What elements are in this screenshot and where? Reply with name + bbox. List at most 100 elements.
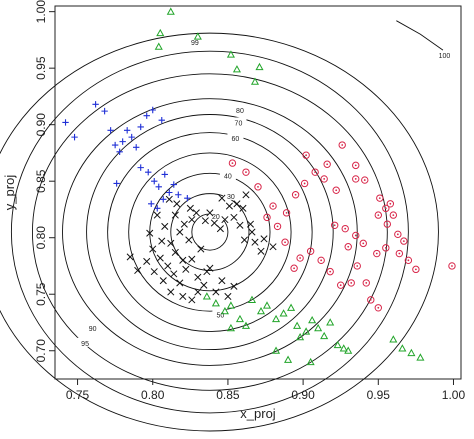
- point-triangle: [250, 77, 260, 85]
- point-plus: [154, 205, 161, 212]
- point-circle: [374, 211, 382, 219]
- point-cross: [158, 237, 166, 245]
- point-circle: [281, 238, 289, 246]
- series-cross: [126, 191, 277, 304]
- point-circle-dot: [347, 245, 350, 248]
- point-cross: [200, 281, 208, 289]
- point-circle: [302, 151, 310, 159]
- point-circle-dot: [377, 214, 380, 217]
- point-plus: [184, 194, 191, 202]
- point-cross: [233, 200, 241, 208]
- point-cross: [185, 236, 193, 244]
- point-circle-dot: [354, 178, 357, 180]
- point-cross: [149, 245, 157, 253]
- point-circle: [337, 281, 345, 289]
- point-cross: [218, 194, 226, 202]
- point-plus: [123, 127, 131, 134]
- point-plus: [113, 180, 120, 187]
- contour-label: 20: [212, 214, 220, 221]
- point-cross: [240, 236, 249, 244]
- contour-label: 40: [224, 174, 232, 181]
- point-triangle: [279, 309, 288, 317]
- point-circle-dot: [333, 224, 336, 227]
- point-circle: [341, 224, 349, 233]
- point-triangle: [232, 65, 241, 73]
- point-plus: [92, 101, 99, 108]
- point-circle-dot: [377, 306, 380, 309]
- point-triangle: [154, 42, 163, 50]
- point-plus: [175, 191, 182, 198]
- y-tick-label: 0.95: [34, 56, 48, 80]
- point-cross: [230, 213, 238, 221]
- contour-label-bg: [222, 190, 239, 200]
- point-plus: [166, 189, 173, 196]
- point-plus: [133, 144, 140, 151]
- point-cross: [251, 238, 259, 246]
- point-plus: [158, 116, 165, 124]
- contour-line: [149, 172, 271, 292]
- point-cross: [161, 222, 169, 230]
- contour-label-bg: [231, 104, 248, 114]
- point-circle: [242, 168, 250, 176]
- point-circle: [359, 239, 367, 248]
- contour-line: [396, 20, 444, 51]
- point-circle-dot: [392, 214, 395, 217]
- point-circle: [386, 200, 395, 208]
- contour-label: 90: [89, 326, 97, 333]
- contour-label: 95: [81, 341, 89, 348]
- x-axis-label: x_proj: [240, 406, 276, 421]
- point-circle-dot: [303, 182, 306, 185]
- point-circle: [290, 264, 298, 272]
- point-circle: [347, 279, 355, 287]
- contour-label-bg: [186, 37, 203, 47]
- contour-label: 60: [232, 136, 240, 143]
- point-cross: [171, 211, 179, 219]
- point-cross: [194, 273, 202, 281]
- point-circle-dot: [341, 144, 344, 146]
- point-cross: [179, 292, 187, 301]
- point-circle-dot: [326, 163, 329, 166]
- x-tick-label: 0.90: [291, 388, 315, 402]
- contour-line: [128, 152, 292, 312]
- point-cross: [180, 220, 188, 228]
- point-circle-dot: [384, 246, 387, 249]
- point-circle-dot: [245, 171, 247, 174]
- point-cross: [224, 292, 232, 301]
- point-circle: [282, 209, 291, 217]
- point-triangle: [320, 331, 329, 340]
- y-axis-label: y_proj: [2, 175, 17, 211]
- point-plus: [149, 106, 156, 114]
- point-circle-dot: [276, 225, 279, 228]
- x-tick-label: 0.95: [367, 388, 391, 402]
- point-cross: [182, 265, 190, 273]
- point-triangle: [326, 318, 335, 326]
- contour-line: [86, 114, 334, 351]
- contour-line: [170, 193, 250, 271]
- point-circle-dot: [293, 267, 295, 270]
- point-triangle: [271, 314, 281, 323]
- point-triangle: [389, 335, 398, 343]
- point-cross: [260, 235, 268, 243]
- point-triangle: [296, 332, 305, 341]
- point-triangle: [271, 346, 281, 354]
- point-triangle: [314, 323, 323, 332]
- point-circle-dot: [309, 250, 312, 253]
- point-circle: [448, 262, 456, 270]
- contour-label-bg: [207, 211, 224, 221]
- point-cross: [201, 217, 209, 225]
- point-triangle: [247, 295, 257, 303]
- point-circle: [376, 194, 384, 202]
- point-circle: [382, 204, 390, 213]
- point-circle: [395, 249, 404, 258]
- series-circle-dot: [228, 141, 456, 312]
- point-circle-dot: [451, 265, 453, 267]
- contour-label-bg: [84, 323, 101, 333]
- point-circle-dot: [323, 178, 326, 180]
- point-cross: [236, 221, 244, 229]
- point-cross: [188, 296, 196, 304]
- axes: 0.75 0.80 0.85 0.90 0.95 1.00 0.70 0.75 0.80 0.85…: [34, 0, 465, 402]
- point-cross: [165, 195, 173, 203]
- point-cross: [159, 277, 167, 285]
- point-plus: [170, 181, 177, 188]
